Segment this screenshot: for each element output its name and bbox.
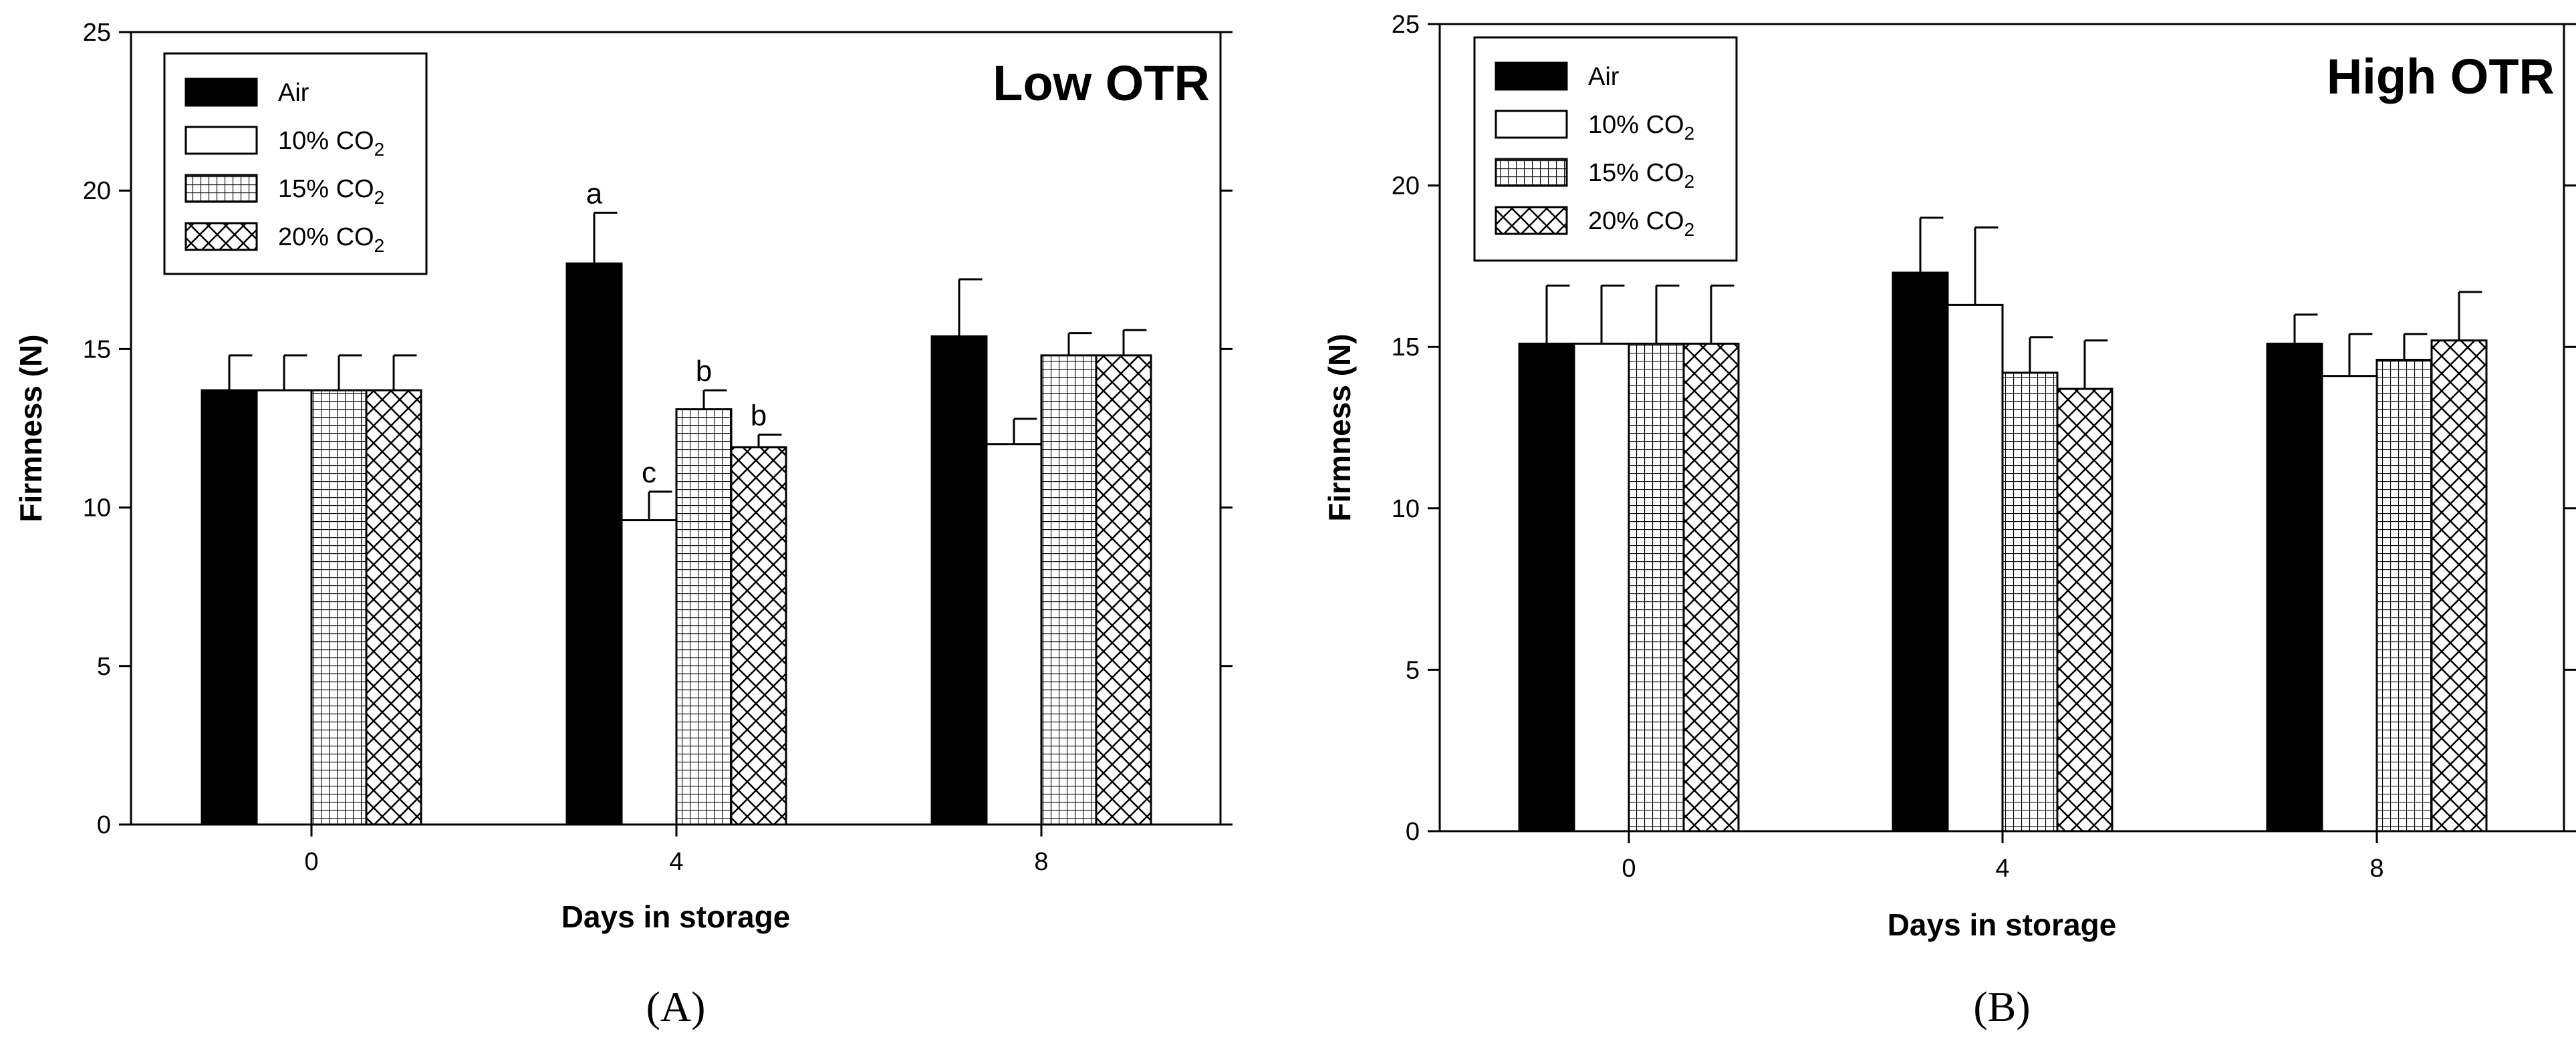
bar (1946, 303, 2004, 833)
legend-label-main: Air (278, 79, 309, 107)
legend-label-main: Air (1588, 63, 1620, 91)
bar (2375, 359, 2433, 833)
y-tick-label: 10 (1392, 495, 1420, 523)
bar (2430, 339, 2488, 833)
bar (1892, 271, 1949, 833)
bar (255, 389, 313, 826)
legend-label-subscript: 2 (1684, 219, 1695, 240)
y-tick-label: 10 (83, 494, 111, 522)
legend-label-main: 10% CO (1588, 111, 1684, 139)
bar (2056, 388, 2113, 833)
legend-swatch (1495, 61, 1568, 91)
significance-letter: c (642, 456, 656, 489)
x-axis-title: Days in storage (1888, 907, 2117, 942)
bar (1095, 354, 1152, 826)
y-tick-label: 15 (1392, 333, 1420, 361)
panel-title: Low OTR (993, 55, 1210, 111)
legend-swatch (184, 126, 258, 155)
significance-letter: b (696, 355, 712, 388)
bar (675, 408, 733, 826)
bar (1628, 342, 1685, 833)
legend-label: 10% CO2 (278, 127, 384, 160)
legend-swatch (184, 174, 258, 203)
y-tick-label: 25 (1392, 11, 1420, 39)
y-tick-label: 15 (83, 335, 111, 363)
bar (2001, 371, 2059, 833)
legend-label-main: 10% CO (278, 127, 374, 155)
bar (1040, 354, 1098, 826)
legend-swatch (1495, 206, 1568, 235)
x-tick-label: 0 (1622, 855, 1636, 883)
legend-label-subscript: 2 (374, 235, 385, 256)
bar (930, 335, 988, 826)
y-axis-title: Firmness (N) (1322, 333, 1357, 521)
legend-label-subscript: 2 (1684, 123, 1695, 144)
legend-label-subscript: 2 (374, 187, 385, 208)
significance-letter: a (586, 177, 603, 210)
x-tick-label: 8 (1034, 848, 1048, 876)
x-tick-label: 4 (1995, 855, 2009, 883)
y-axis-title: Firmness (N) (13, 334, 48, 522)
bar (985, 443, 1043, 826)
panel-high-otr: 0 5 10 15 20 25 0 4 8 Firmness (N) Days in storage… (1322, 11, 2576, 1030)
bar (2266, 342, 2323, 833)
bar (565, 262, 623, 826)
legend-swatch (1495, 110, 1568, 139)
y-tick-label: 0 (1406, 818, 1420, 846)
legend-label-main: 15% CO (278, 175, 374, 203)
bar (1682, 342, 1740, 833)
bar (1573, 342, 1630, 833)
bar (2321, 375, 2378, 833)
legend-label: 20% CO2 (1588, 207, 1694, 240)
x-tick-label: 0 (304, 848, 318, 876)
x-tick-label: 4 (669, 848, 683, 876)
legend-label: Air (1588, 63, 1620, 91)
y-tick-label: 20 (1392, 172, 1420, 200)
legend-label: 15% CO2 (278, 175, 384, 208)
legend-label: 15% CO2 (1588, 159, 1694, 192)
panel-low-otr: a c b b 0 5 10 15 20 25 0 4 8 Firmness (N) Days in sto… (13, 19, 1233, 1030)
bar (365, 389, 422, 826)
legend-label-main: 15% CO (1588, 159, 1684, 187)
legend-label-subscript: 2 (374, 139, 385, 160)
y-tick-label: 25 (83, 19, 111, 47)
legend-label: 20% CO2 (278, 223, 384, 256)
bar (310, 389, 368, 826)
y-tick-label: 0 (97, 811, 111, 839)
bar (1518, 342, 1575, 833)
x-axis-title: Days in storage (561, 899, 791, 934)
bar (620, 519, 678, 826)
panel-caption: (B) (1973, 983, 2030, 1030)
panel-caption: (A) (646, 983, 706, 1030)
legend-label: 10% CO2 (1588, 111, 1694, 144)
legend-label: Air (278, 79, 309, 107)
significance-letter: b (751, 399, 767, 432)
y-tick-label: 5 (1406, 656, 1420, 684)
y-tick-label: 5 (97, 653, 111, 681)
legend-label-main: 20% CO (1588, 207, 1684, 235)
bar (730, 446, 787, 826)
legend-swatch (184, 222, 258, 251)
x-tick-label: 8 (2369, 855, 2384, 883)
legend-swatch (1495, 158, 1568, 187)
legend-label-subscript: 2 (1684, 171, 1695, 192)
legend-swatch (184, 78, 258, 107)
panel-title: High OTR (2327, 49, 2555, 104)
legend-label-main: 20% CO (278, 223, 374, 251)
bar (201, 389, 258, 826)
y-tick-label: 20 (83, 177, 111, 205)
